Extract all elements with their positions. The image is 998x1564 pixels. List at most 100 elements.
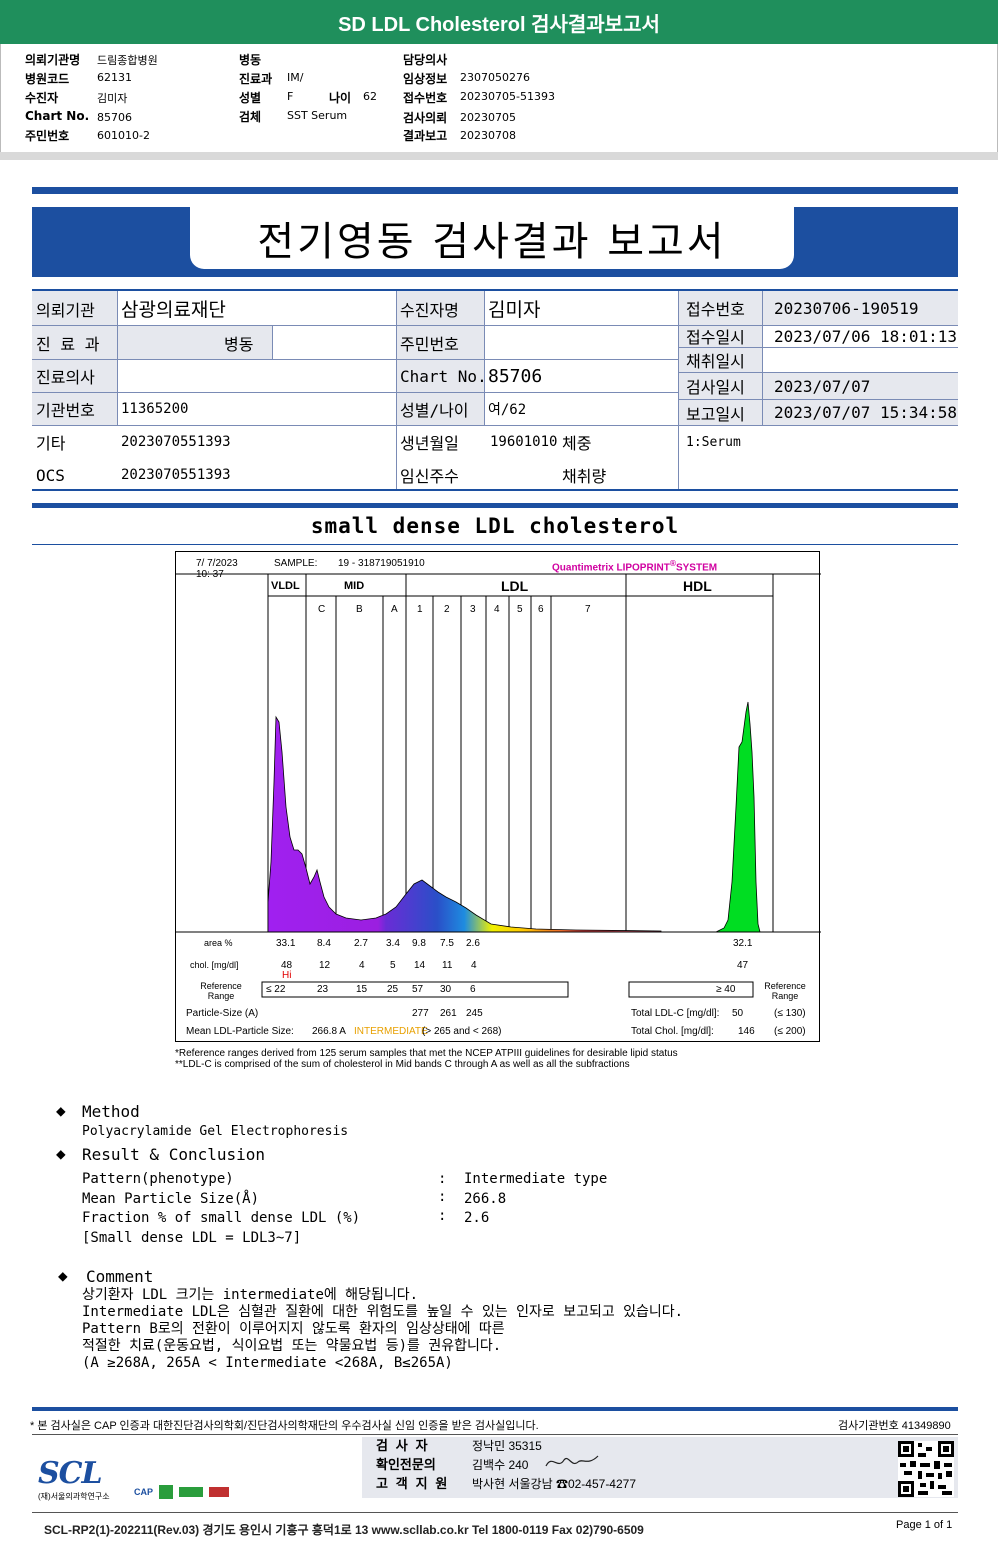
chol-a: 5 [390,960,396,971]
testdate-value: 2023/07/07 [774,376,871,396]
note-2: **LDL-C is comprised of the sum of chole… [175,1059,630,1070]
tchol-ref: (≤ 200) [774,1026,806,1037]
footer-bottom-divider [32,1512,958,1513]
psize-2: 261 [440,1008,457,1019]
value-shade-dates [762,372,958,425]
hdr-recvno-label: 접수번호 [403,91,448,105]
section-bottom-rule [32,544,958,545]
mean-label: Mean LDL-Particle Size: [186,1026,294,1037]
group-hdl: HDL [683,578,712,594]
band-2: 2 [444,604,450,615]
group-mid: MID [344,580,365,592]
header-divider [0,152,998,160]
value-shade-recvno [762,291,958,325]
signature-image [545,1455,599,1467]
recvdate-label: 접수일시 [686,328,745,347]
brand-mark: ® [669,558,676,568]
result-row-3-value: 2.6 [464,1210,490,1226]
cert-statement: * 본 검사실은 CAP 인증과 대한진단검사의학회/진단검사의학재단의 우수검… [30,1420,539,1432]
method-text: Polyacrylamide Gel Electrophoresis [82,1124,349,1139]
chol-b: 4 [359,960,365,971]
brand-prefix: Quantimetrix [552,562,614,574]
hdr-request-label: 검사의뢰 [403,111,448,125]
comment-line-5: (A ≥268A, 265A < Intermediate <268A, B≤2… [82,1355,453,1371]
band-6: 6 [538,604,544,615]
ref-c: 23 [317,984,329,995]
chart-svg [176,573,821,998]
collect-label: 채취일시 [686,352,745,371]
section-top-rule [32,503,958,508]
result-row-1-value: Intermediate type [464,1171,608,1187]
grid-line [678,325,958,326]
psize-1: 277 [412,1008,429,1019]
sample-value: 19 - 318719051910 [338,558,425,569]
qr-code[interactable] [898,1441,954,1497]
hdr-specimen-value: SST Serum [287,109,348,122]
brand-logo: Quantimetrix LIPOPRINT®SYSTEM [552,558,717,573]
staff-values: 정낙민 35315 김백수 240 박사현 서울강남 ☎02-457-4277 [472,1437,636,1494]
hi-flag: Hi [282,970,292,981]
hdl-peak [715,701,761,933]
chol-c: 12 [319,960,331,971]
grid-line [396,359,678,360]
mean-value: 266.8 A [312,1026,346,1037]
area-1: 9.8 [412,938,426,949]
result-row-1-colon: : [438,1171,447,1187]
staff-confirm-value: 김백수 240 [472,1458,529,1472]
grid-line [32,325,678,326]
report-banner: SD LDL Cholesterol 검사결과보고서 [0,0,998,44]
ldlc-value: 50 [732,1008,744,1019]
ref-vldl: ≤ 22 [266,984,286,995]
staff-examiner-value: 정낙민 35315 [472,1439,542,1453]
hdr-result-value: 20230708 [460,129,516,142]
sample-label: SAMPLE: [274,558,318,569]
hdr-chart-label: Chart No. [25,109,90,123]
mean-class: INTERMEDIATE [354,1026,428,1037]
qr-code-icon [898,1441,954,1497]
staff-support-value: 박사현 서울강남 ☎02-457-4277 [472,1477,637,1491]
grid-line [117,291,118,425]
ward-label: 병동 [224,335,254,354]
recvno-label: 접수번호 [686,300,745,319]
chol-1: 14 [414,960,426,971]
specimen-value: 1:Serum [686,434,741,450]
chol-3: 4 [471,960,477,971]
hdr-doctor-label: 담당의사 [403,53,448,67]
grid-line [32,359,396,360]
chol-vldl: 48 [281,960,293,971]
staff-support-label: 고 객 지 원 [376,1477,448,1492]
result-row-3-key: Fraction % of small dense LDL (%) [82,1210,361,1226]
note-1: *Reference ranges derived from 125 serum… [175,1048,678,1059]
weight-label: 체중 [562,434,592,453]
grid-line [678,291,679,490]
cap-logo: CAP [134,1487,154,1497]
grid-line [272,326,273,359]
dept-label: 진 료 과 [36,335,100,354]
label-shade-right [678,291,762,425]
hdr-age-label: 나이 [329,91,352,105]
grid-line [678,372,958,373]
ref-label-right-2: Range [771,991,799,1001]
chart-value: 85706 [488,365,543,387]
scl-logo-sub: (재)서울의과학연구소 [38,1492,110,1501]
ref-a: 25 [387,984,399,995]
area-2: 7.5 [440,938,454,949]
staff-box [362,1437,958,1498]
accreditation-icon [179,1487,204,1497]
band-3: 3 [470,604,476,615]
tchol-value: 146 [738,1026,755,1037]
hdr-patient-label: 수진자 [25,91,59,105]
hdr-chart-value: 85706 [97,111,132,124]
org-label: 의뢰기관 [36,300,95,320]
hdr-org-label: 의뢰기관명 [25,53,81,67]
chart-time: 10: 37 [196,569,224,580]
grid-line [32,392,678,393]
reportdate-value: 2023/07/07 15:34:58 [774,403,958,422]
vldl-ldl-peak [267,715,662,933]
result-row-2-key: Mean Particle Size(Å) [82,1191,260,1207]
method-title: Method [82,1102,140,1121]
inst-value: 11365200 [121,401,189,417]
hdr-clinical-value: 2307050276 [460,71,530,84]
footer-divider [32,1434,958,1435]
ref-label-right: Reference Range [761,981,809,1001]
